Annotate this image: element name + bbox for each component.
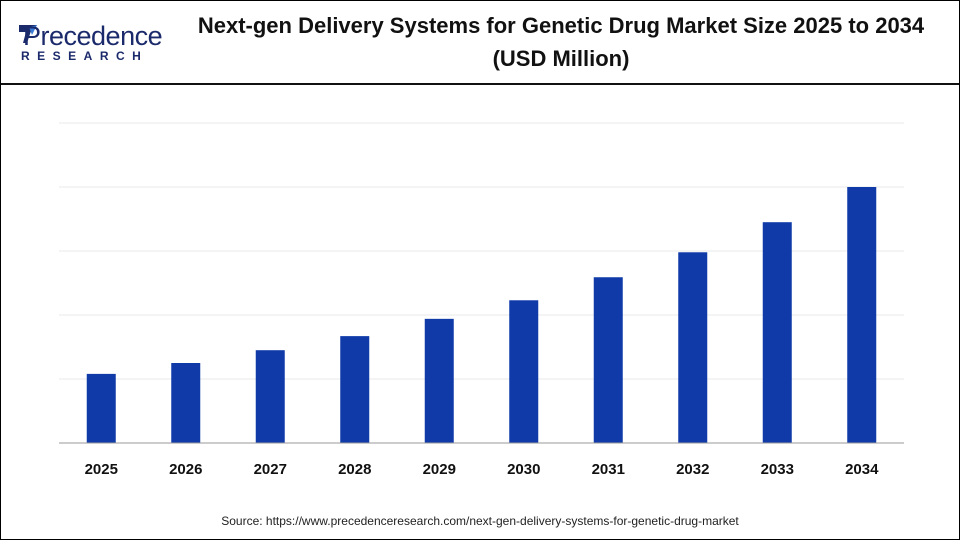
bar-2027 <box>255 350 285 443</box>
logo-brand: Precedence <box>23 21 163 51</box>
x-tick-label: 2028 <box>338 461 371 478</box>
bar-2029 <box>424 318 454 443</box>
precedence-research-logo: Precedence RESEARCH <box>19 21 163 65</box>
bar-2034 <box>847 187 877 443</box>
x-tick-label: 2033 <box>761 461 794 478</box>
bar-2031 <box>593 277 623 443</box>
x-tick-label: 2029 <box>423 461 456 478</box>
logo-sub: RESEARCH <box>21 49 149 63</box>
x-tick-label: 2034 <box>845 461 879 478</box>
chart-title: Next-gen Delivery Systems for Genetic Dr… <box>197 13 925 71</box>
bar-2030 <box>509 300 539 443</box>
x-tick-label: 2026 <box>169 461 202 478</box>
header: Precedence RESEARCH Next-gen Delivery Sy… <box>1 1 959 85</box>
source-text: Source: https://www.precedenceresearch.c… <box>221 514 739 528</box>
bar-2026 <box>171 363 201 443</box>
x-tick-label: 2025 <box>85 461 118 478</box>
x-tick-label: 2030 <box>507 461 540 478</box>
bar-2033 <box>762 222 792 443</box>
bar-2028 <box>340 336 370 443</box>
x-tick-label: 2032 <box>676 461 709 478</box>
x-tick-label: 2027 <box>254 461 287 478</box>
bar-2032 <box>678 252 708 443</box>
x-tick-label: 2031 <box>592 461 625 478</box>
logo-mark-icon <box>19 25 37 43</box>
bar-2025 <box>86 373 116 443</box>
